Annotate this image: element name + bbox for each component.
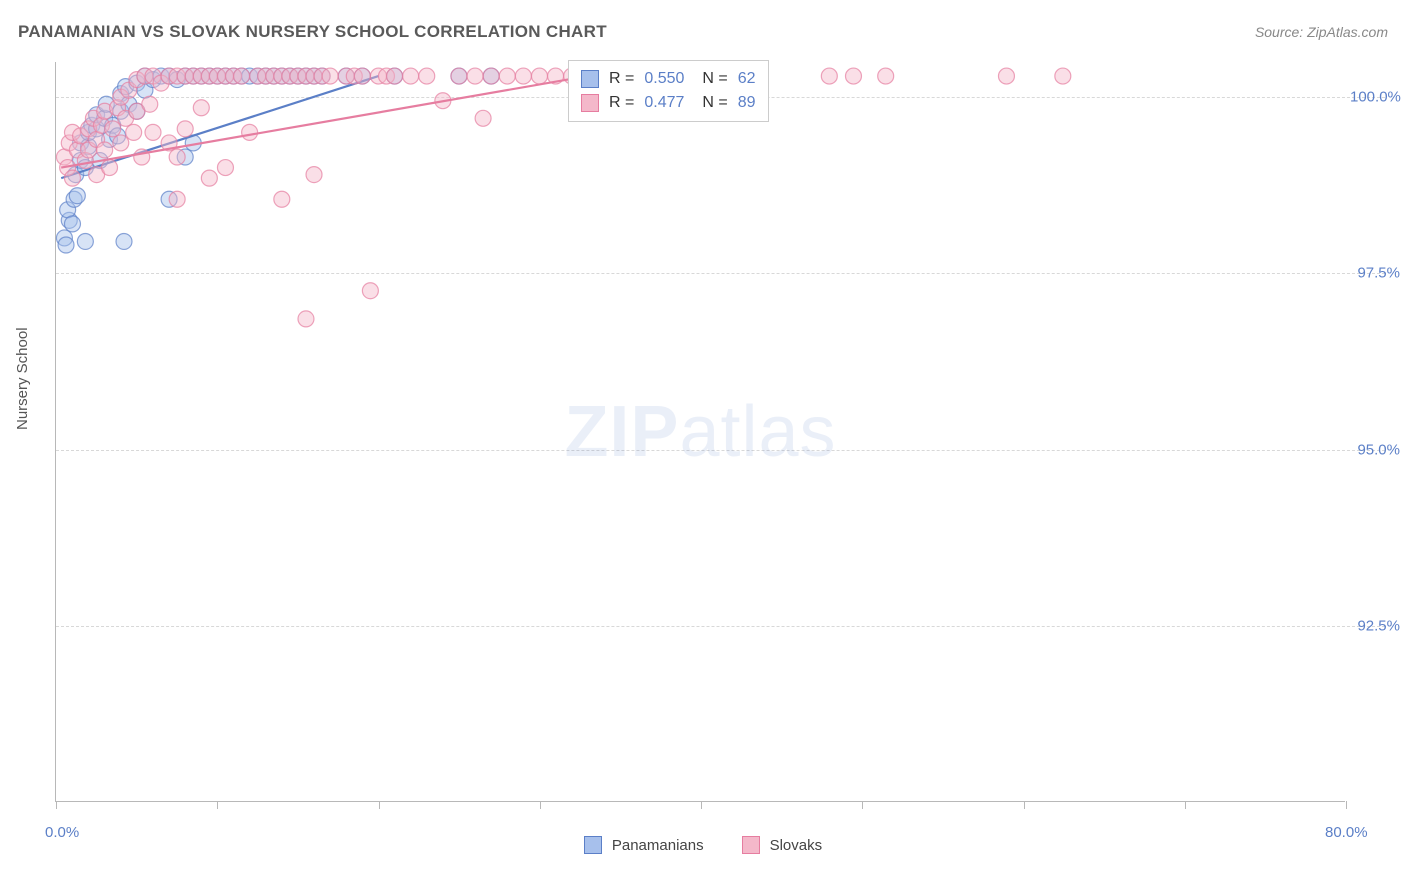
data-point [242, 124, 258, 140]
data-point [499, 68, 515, 84]
x-tick [540, 801, 541, 809]
data-point [821, 68, 837, 84]
data-point [387, 68, 403, 84]
data-point [878, 68, 894, 84]
chart-title: PANAMANIAN VS SLOVAK NURSERY SCHOOL CORR… [18, 22, 607, 42]
data-point [234, 68, 250, 84]
data-point [298, 311, 314, 327]
data-point [177, 121, 193, 137]
legend: Panamanians Slovaks [0, 836, 1406, 854]
data-point [105, 121, 121, 137]
data-point [998, 68, 1014, 84]
stats-n-label: N = [702, 70, 727, 88]
data-point [102, 160, 118, 176]
data-point [64, 216, 80, 232]
x-axis-min-label: 0.0% [45, 824, 79, 841]
data-point [142, 96, 158, 112]
data-point [451, 68, 467, 84]
stats-r-value: 0.550 [644, 70, 684, 88]
y-tick-label: 95.0% [1350, 441, 1400, 458]
data-point [217, 160, 233, 176]
stats-swatch [581, 70, 599, 88]
data-point [169, 149, 185, 165]
stats-r-label: R = [609, 70, 634, 88]
swatch-slovaks [742, 836, 760, 854]
chart-source: Source: ZipAtlas.com [1255, 24, 1388, 40]
stats-n-label: N = [702, 94, 727, 112]
data-point [201, 170, 217, 186]
x-tick [217, 801, 218, 809]
x-tick [379, 801, 380, 809]
swatch-panamanians [584, 836, 602, 854]
y-axis-label: Nursery School [14, 327, 31, 430]
data-point [134, 149, 150, 165]
data-point [403, 68, 419, 84]
data-point [354, 68, 370, 84]
y-tick-label: 92.5% [1350, 617, 1400, 634]
stats-row: R = 0.477 N = 89 [581, 91, 756, 115]
data-point [467, 68, 483, 84]
data-point [116, 233, 132, 249]
data-point [322, 68, 338, 84]
data-point [126, 124, 142, 140]
chart-header: PANAMANIAN VS SLOVAK NURSERY SCHOOL CORR… [18, 22, 1388, 42]
data-point [515, 68, 531, 84]
stats-swatch [581, 94, 599, 112]
y-tick-label: 100.0% [1350, 89, 1400, 106]
legend-label-slovaks: Slovaks [770, 837, 823, 854]
data-point [419, 68, 435, 84]
stats-box: R = 0.550 N = 62 R = 0.477 N = 89 [568, 60, 769, 122]
data-point [1055, 68, 1071, 84]
stats-n-value: 62 [738, 70, 756, 88]
stats-row: R = 0.550 N = 62 [581, 67, 756, 91]
data-point [58, 237, 74, 253]
data-point [531, 68, 547, 84]
plot-area: ZIPatlas 92.5%95.0%97.5%100.0% [55, 62, 1345, 802]
data-point [77, 233, 93, 249]
x-tick [862, 801, 863, 809]
legend-item-panamanians: Panamanians [584, 836, 704, 854]
data-point [362, 283, 378, 299]
data-point [845, 68, 861, 84]
data-point [169, 191, 185, 207]
chart-svg [56, 62, 1345, 801]
data-point [274, 191, 290, 207]
data-point [64, 170, 80, 186]
legend-item-slovaks: Slovaks [742, 836, 823, 854]
x-tick [1185, 801, 1186, 809]
data-point [69, 188, 85, 204]
data-point [475, 110, 491, 126]
data-point [483, 68, 499, 84]
x-tick [1024, 801, 1025, 809]
x-tick [1346, 801, 1347, 809]
data-point [306, 167, 322, 183]
data-point [193, 100, 209, 116]
data-point [145, 124, 161, 140]
stats-r-value: 0.477 [644, 94, 684, 112]
data-point [97, 142, 113, 158]
x-tick [701, 801, 702, 809]
legend-label-panamanians: Panamanians [612, 837, 704, 854]
data-point [113, 135, 129, 151]
x-tick [56, 801, 57, 809]
y-tick-label: 97.5% [1350, 265, 1400, 282]
stats-r-label: R = [609, 94, 634, 112]
stats-n-value: 89 [738, 94, 756, 112]
x-axis-max-label: 80.0% [1325, 824, 1368, 841]
